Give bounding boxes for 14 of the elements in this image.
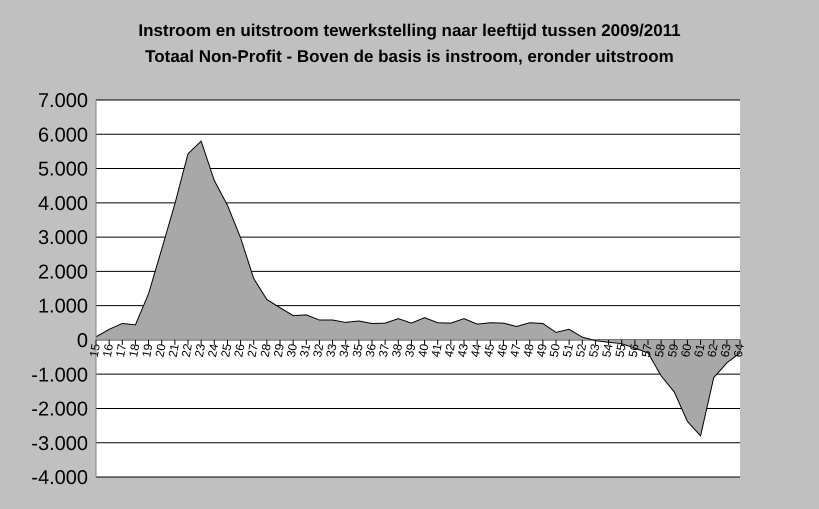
chart-title: Instroom en uitstroom tewerkstelling naar leeftijd tussen 2009/2011 [137,20,682,42]
y-tick-label: 7.000 [38,90,88,112]
y-tick-label: 3.000 [38,227,88,250]
y-tick-label: 5.000 [38,158,88,181]
y-tick-label: -4.000 [31,467,88,490]
y-tick-label: 6.000 [38,124,88,146]
y-tick-label: -1.000 [31,364,88,386]
chart-subtitle: Totaal Non-Profit - Boven de basis is instroom, eronder uitstroom [144,46,675,68]
y-tick-label: 0 [76,330,88,352]
y-tick-label: -3.000 [31,432,88,455]
y-tick-label: 2.000 [38,261,88,284]
y-tick-label: 4.000 [38,192,88,215]
y-tick-label: 1.000 [38,296,88,318]
y-tick-label: -2.000 [31,398,88,421]
